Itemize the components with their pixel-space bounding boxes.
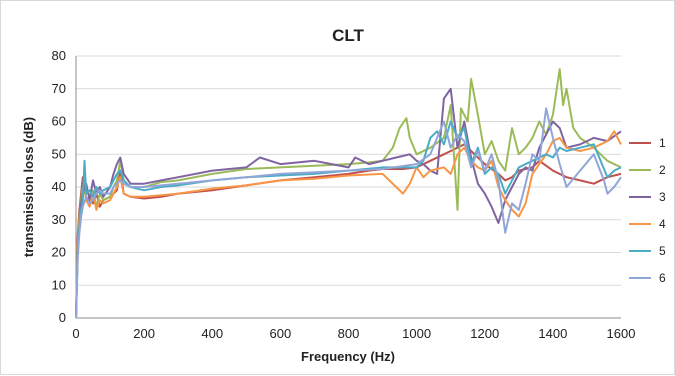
series-lines	[75, 68, 622, 319]
series-line-6	[75, 107, 622, 319]
legend-label-3: 3	[659, 190, 666, 204]
legend-label-6: 6	[659, 271, 666, 285]
x-axis-label: Frequency (Hz)	[301, 349, 395, 364]
y-tick-label: 50	[52, 146, 66, 161]
y-tick-label: 30	[52, 212, 66, 227]
y-tick-label: 20	[52, 245, 66, 260]
legend-label-4: 4	[659, 217, 666, 231]
legend-label-2: 2	[659, 163, 666, 177]
x-tick-label: 0	[72, 326, 79, 341]
y-axis-label: transmission loss (dB)	[21, 117, 36, 257]
x-tick-label: 1200	[470, 326, 499, 341]
x-tick-label: 1000	[402, 326, 431, 341]
y-tick-label: 70	[52, 81, 66, 96]
y-tick-label: 40	[52, 179, 66, 194]
series-line-2	[75, 68, 622, 319]
legend-label-1: 1	[659, 136, 666, 150]
y-tick-label: 80	[52, 48, 66, 63]
series-line-4	[75, 130, 622, 319]
x-tick-label: 1400	[538, 326, 567, 341]
x-tick-label: 400	[201, 326, 223, 341]
y-tick-labels: 0 10 20 30 40 50 60 70 80	[52, 48, 66, 325]
x-tick-label: 1600	[607, 326, 636, 341]
y-tick-label: 0	[59, 310, 66, 325]
x-tick-labels: 0 200 400 600 800 1000 1200 1400 1600	[72, 326, 635, 341]
legend: 1 2 3 4 5 6	[629, 136, 666, 285]
x-tick-label: 800	[338, 326, 360, 341]
y-tick-label: 60	[52, 114, 66, 129]
x-tick-label: 600	[270, 326, 292, 341]
chart-title: CLT	[332, 26, 364, 45]
y-tick-label: 10	[52, 277, 66, 292]
x-tick-label: 200	[133, 326, 155, 341]
legend-label-5: 5	[659, 244, 666, 258]
